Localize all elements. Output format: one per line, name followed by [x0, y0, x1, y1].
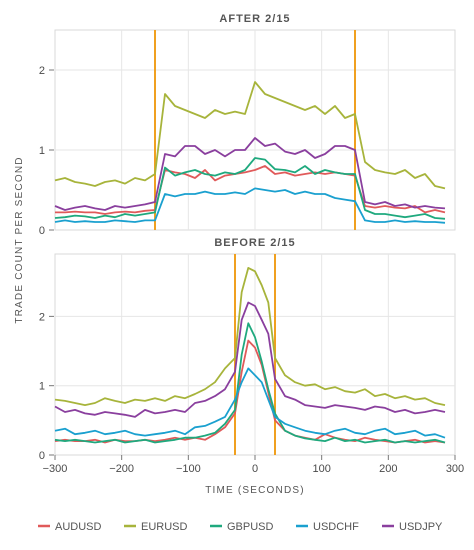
y-tick-label: 0 [39, 450, 45, 462]
x-tick-label: −100 [176, 463, 201, 475]
x-tick-label: 300 [446, 463, 464, 475]
panel-0: 0 1 2 [39, 29, 456, 237]
series-line-eurusd [54, 81, 446, 190]
y-tick-label: 0 [39, 225, 45, 237]
legend-label: GBPUSD [227, 521, 274, 533]
legend-label: EURUSD [141, 521, 188, 533]
legend-item-usdjpy: USDJPY [382, 521, 443, 533]
series-line-usdjpy [54, 301, 446, 418]
x-tick-label: −200 [109, 463, 134, 475]
legend-label: USDJPY [399, 521, 443, 533]
x-tick-label: 100 [312, 463, 330, 475]
series-line-eurusd [54, 266, 446, 407]
legend-item-usdchf: USDCHF [296, 521, 359, 533]
x-axis-ticks: −300 −200 −100 0 100 200 300 [43, 455, 464, 475]
legend-item-audusd: AUDUSD [38, 521, 102, 533]
legend-label: AUDUSD [55, 521, 102, 533]
x-tick-label: −300 [43, 463, 68, 475]
series-line-gbpusd [54, 322, 446, 444]
y-tick-label: 2 [39, 311, 45, 323]
y-tick-label: 2 [39, 65, 45, 77]
series-line-usdchf [54, 367, 446, 439]
x-tick-label: 0 [252, 463, 258, 475]
x-axis-title: TIME (SECONDS) [205, 485, 305, 496]
chart-panels: 0 1 2 0 1 2 [39, 29, 456, 462]
y-tick-label: 1 [39, 145, 45, 157]
panel-title-before: BEFORE 2/15 [214, 237, 295, 249]
legend-item-eurusd: EURUSD [124, 521, 188, 533]
panel-1: 0 1 2 [39, 253, 456, 462]
panel-title-after: AFTER 2/15 [219, 13, 290, 25]
y-axis-title: TRADE COUNT PER SECOND [14, 156, 25, 323]
legend: AUDUSD EURUSD GBPUSD USDCHF USDJPY [38, 521, 443, 533]
legend-item-gbpusd: GBPUSD [210, 521, 274, 533]
series-line-gbpusd [54, 157, 446, 220]
legend-label: USDCHF [313, 521, 359, 533]
series-line-audusd [55, 165, 446, 215]
x-tick-label: 200 [379, 463, 397, 475]
y-tick-label: 1 [39, 381, 45, 393]
series-line-usdjpy [54, 137, 446, 211]
series-line-usdchf [54, 187, 446, 224]
